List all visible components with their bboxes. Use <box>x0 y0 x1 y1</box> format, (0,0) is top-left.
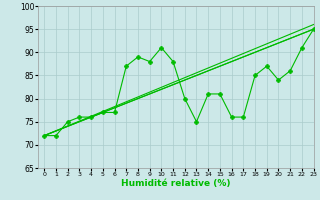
X-axis label: Humidité relative (%): Humidité relative (%) <box>121 179 231 188</box>
